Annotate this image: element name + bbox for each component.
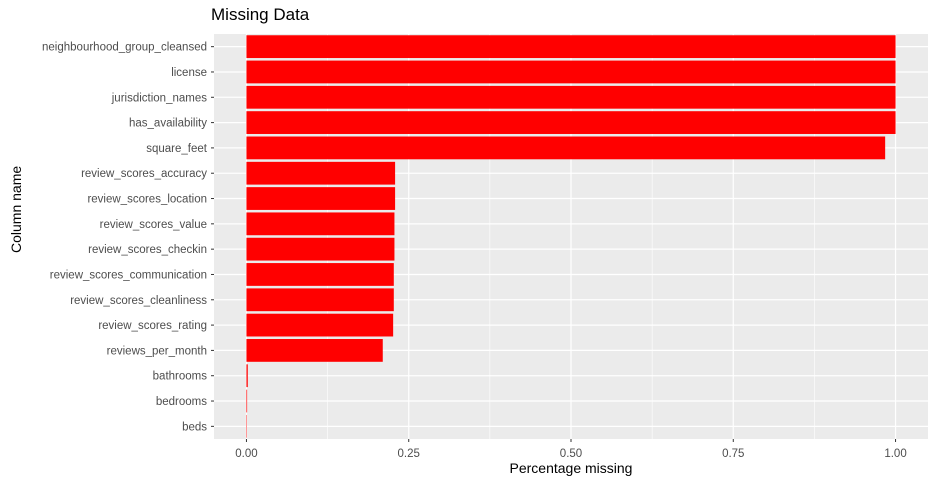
x-tick-label: 0.00 xyxy=(235,448,257,460)
y-tick-label: review_scores_rating xyxy=(98,320,207,332)
bar xyxy=(246,187,396,210)
bar xyxy=(246,339,383,362)
x-axis: 0.00 0.25 0.50 0.75 1.00 xyxy=(235,439,907,460)
y-tick-label: bathrooms xyxy=(153,371,208,383)
y-tick-label: neighbourhood_group_cleansed xyxy=(42,42,207,54)
y-tick-label: reviews_per_month xyxy=(107,345,207,357)
x-tick-label: 0.50 xyxy=(560,448,582,460)
bar xyxy=(246,364,248,388)
y-tick-label: review_scores_checkin xyxy=(88,244,207,256)
bar xyxy=(246,161,396,185)
bar xyxy=(246,237,395,261)
bar xyxy=(246,212,395,236)
y-tick-label: square_feet xyxy=(146,143,208,155)
y-tick-label: beds xyxy=(182,421,207,433)
x-tick-label: 1.00 xyxy=(884,448,906,460)
y-tick-label: license xyxy=(171,67,207,79)
bar xyxy=(246,35,896,59)
x-tick-label: 0.25 xyxy=(398,448,420,460)
y-tick-label: jurisdiction_names xyxy=(111,92,207,104)
bar xyxy=(246,60,896,84)
y-tick-label: review_scores_location xyxy=(87,194,207,206)
chart-title: Missing Data xyxy=(211,5,310,24)
y-tick-label: review_scores_cleanliness xyxy=(70,295,207,307)
bar xyxy=(246,389,248,413)
y-tick-label: review_scores_accuracy xyxy=(81,168,207,180)
bars xyxy=(246,35,896,438)
y-tick-label: has_availability xyxy=(129,118,207,130)
bar xyxy=(246,85,896,109)
bar xyxy=(246,263,394,286)
x-tick-label: 0.75 xyxy=(722,448,744,460)
bar xyxy=(246,288,394,312)
bar xyxy=(246,136,886,160)
x-axis-label: Percentage missing xyxy=(509,460,633,476)
y-tick-label: bedrooms xyxy=(156,396,207,408)
y-tick-label: review_scores_value xyxy=(100,219,207,231)
bar xyxy=(246,111,896,134)
y-tick-label: review_scores_communication xyxy=(50,269,207,281)
bar xyxy=(246,313,394,337)
